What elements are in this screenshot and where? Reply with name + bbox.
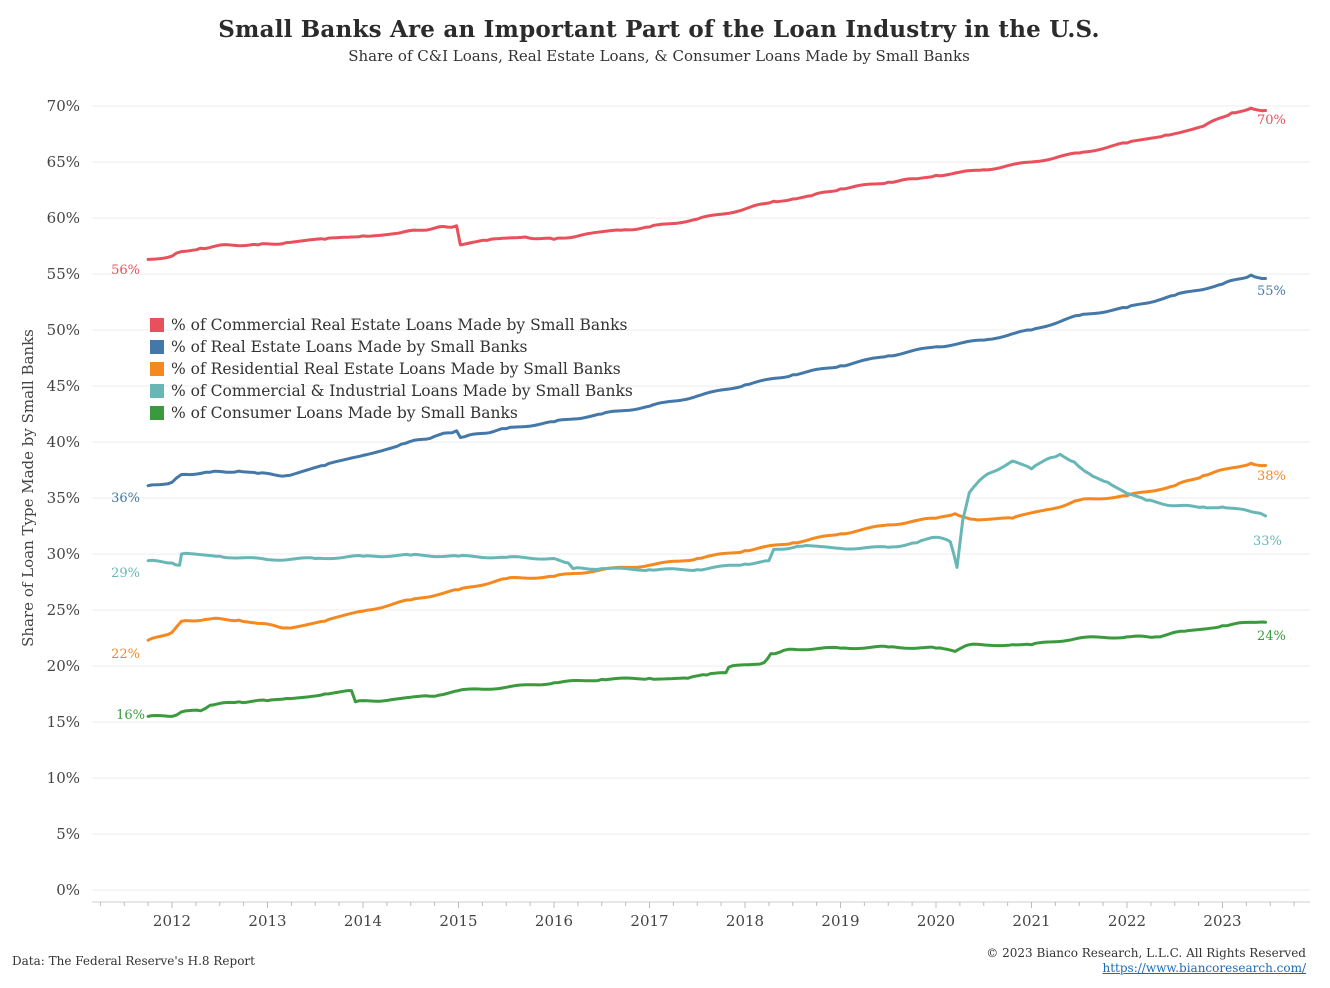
x-tick-label: 2016	[535, 912, 573, 930]
website-link[interactable]: https://www.biancoresearch.com/	[1102, 961, 1306, 975]
x-tick-label: 2014	[344, 912, 382, 930]
y-tick-label: 15%	[47, 713, 80, 731]
x-tick-label: 2018	[726, 912, 764, 930]
legend-label: % of Residential Real Estate Loans Made …	[171, 360, 621, 378]
x-tick-label: 2020	[917, 912, 955, 930]
legend-label: % of Real Estate Loans Made by Small Ban…	[171, 338, 528, 356]
copyright-note: © 2023 Bianco Research, L.L.C. All Right…	[986, 946, 1306, 960]
series-end-label: 38%	[1257, 469, 1286, 484]
series-line-1	[146, 106, 1267, 261]
y-tick-label: 30%	[47, 545, 80, 563]
y-tick-label: 10%	[47, 769, 80, 787]
legend-item-1: % of Commercial Real Estate Loans Made b…	[150, 314, 633, 336]
series-line-5	[146, 620, 1267, 718]
legend-label: % of Commercial Real Estate Loans Made b…	[171, 316, 628, 334]
series-line-4	[146, 452, 1267, 572]
data-source-note: Data: The Federal Reserve's H.8 Report	[12, 954, 255, 968]
series-end-label: 55%	[1257, 284, 1286, 299]
y-tick-label: 70%	[47, 97, 80, 115]
series-start-label: 16%	[116, 708, 145, 723]
legend-swatch	[150, 362, 164, 376]
x-tick-label: 2022	[1108, 912, 1146, 930]
legend-swatch	[150, 406, 164, 420]
legend: % of Commercial Real Estate Loans Made b…	[150, 314, 633, 424]
x-tick-label: 2023	[1203, 912, 1241, 930]
legend-label: % of Commercial & Industrial Loans Made …	[171, 382, 633, 400]
x-tick-label: 2017	[630, 912, 668, 930]
series-end-label: 33%	[1253, 534, 1282, 549]
legend-item-5: % of Consumer Loans Made by Small Banks	[150, 402, 633, 424]
y-tick-label: 50%	[47, 321, 80, 339]
legend-item-2: % of Real Estate Loans Made by Small Ban…	[150, 336, 633, 358]
x-tick-label: 2021	[1012, 912, 1050, 930]
y-axis-label: Share of Loan Type Made by Small Banks	[19, 329, 37, 647]
chart-title: Small Banks Are an Important Part of the…	[218, 16, 1100, 43]
y-tick-label: 5%	[56, 825, 80, 843]
legend-swatch	[150, 318, 164, 332]
y-tick-label: 35%	[47, 489, 80, 507]
y-tick-label: 20%	[47, 657, 80, 675]
legend-swatch	[150, 340, 164, 354]
y-tick-label: 55%	[47, 265, 80, 283]
series-line-3	[146, 461, 1267, 642]
y-tick-label: 60%	[47, 209, 80, 227]
series-start-label: 36%	[111, 491, 140, 506]
series-start-label: 22%	[111, 647, 140, 662]
legend-swatch	[150, 384, 164, 398]
series-start-label: 29%	[111, 566, 140, 581]
legend-label: % of Consumer Loans Made by Small Banks	[171, 404, 518, 422]
series-end-label: 24%	[1257, 629, 1286, 644]
series-line-2	[146, 273, 1267, 488]
y-tick-label: 40%	[47, 433, 80, 451]
y-tick-label: 65%	[47, 153, 80, 171]
legend-item-3: % of Residential Real Estate Loans Made …	[150, 358, 633, 380]
y-tick-label: 25%	[47, 601, 80, 619]
x-tick-label: 2012	[153, 912, 191, 930]
y-tick-label: 45%	[47, 377, 80, 395]
x-tick-label: 2013	[248, 912, 286, 930]
series-start-label: 56%	[111, 263, 140, 278]
x-tick-label: 2019	[821, 912, 859, 930]
legend-item-4: % of Commercial & Industrial Loans Made …	[150, 380, 633, 402]
chart-subtitle: Share of C&I Loans, Real Estate Loans, &…	[348, 47, 970, 65]
y-tick-label: 0%	[56, 881, 80, 899]
series-end-label: 70%	[1257, 113, 1286, 128]
x-tick-label: 2015	[439, 912, 477, 930]
